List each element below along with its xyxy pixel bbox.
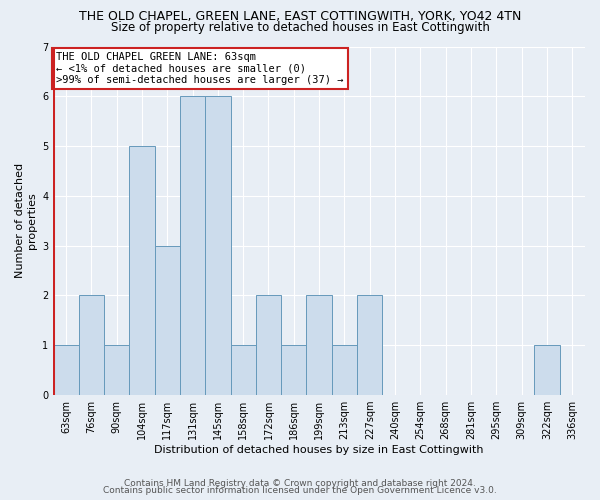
- Bar: [281, 346, 307, 395]
- Text: THE OLD CHAPEL GREEN LANE: 63sqm
← <1% of detached houses are smaller (0)
>99% o: THE OLD CHAPEL GREEN LANE: 63sqm ← <1% o…: [56, 52, 343, 85]
- Bar: [307, 296, 332, 395]
- Bar: [230, 346, 256, 395]
- Bar: [332, 346, 357, 395]
- Bar: [535, 346, 560, 395]
- Bar: [357, 296, 382, 395]
- Text: Contains public sector information licensed under the Open Government Licence v3: Contains public sector information licen…: [103, 486, 497, 495]
- Bar: [205, 96, 230, 395]
- Bar: [104, 346, 129, 395]
- Bar: [155, 246, 180, 395]
- Bar: [129, 146, 155, 395]
- Bar: [180, 96, 205, 395]
- Text: THE OLD CHAPEL, GREEN LANE, EAST COTTINGWITH, YORK, YO42 4TN: THE OLD CHAPEL, GREEN LANE, EAST COTTING…: [79, 10, 521, 23]
- Text: Contains HM Land Registry data © Crown copyright and database right 2024.: Contains HM Land Registry data © Crown c…: [124, 478, 476, 488]
- Y-axis label: Number of detached
properties: Number of detached properties: [15, 163, 37, 278]
- Bar: [53, 346, 79, 395]
- X-axis label: Distribution of detached houses by size in East Cottingwith: Distribution of detached houses by size …: [154, 445, 484, 455]
- Bar: [256, 296, 281, 395]
- Text: Size of property relative to detached houses in East Cottingwith: Size of property relative to detached ho…: [110, 22, 490, 35]
- Bar: [79, 296, 104, 395]
